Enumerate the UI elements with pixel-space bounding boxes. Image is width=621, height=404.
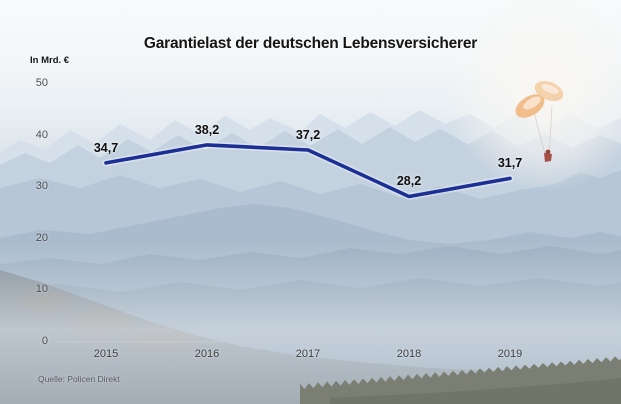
paraglider-lines	[533, 105, 553, 159]
paraglider-wing-highlight-2	[541, 84, 559, 94]
y-axis-tick-label: 50	[35, 77, 48, 89]
data-point-label: 37,2	[295, 128, 321, 143]
forest-shadow-band	[330, 378, 621, 404]
y-axis-tick-label: 40	[35, 128, 48, 141]
source-caption: Quelle: Policen Direkt	[38, 374, 120, 384]
data-point-label: 38,2	[194, 122, 220, 137]
y-axis-tick-label: 20	[35, 231, 48, 244]
x-axis-tick-label: 2019	[497, 348, 523, 360]
paraglider-wing-highlight	[523, 96, 541, 110]
x-axis-tick-label: 2015	[93, 348, 119, 360]
x-axis-tick-label: 2016	[194, 348, 220, 360]
y-axis-tick-label: 10	[35, 283, 48, 296]
paraglider-pilot	[544, 149, 552, 162]
chart-title: Garantielast der deutschen Lebensversich…	[143, 35, 478, 52]
chart-line	[104, 143, 512, 199]
data-point-label: 28,2	[396, 174, 422, 189]
x-axis-tick-label: 2017	[295, 348, 321, 360]
paraglider-illustration	[515, 80, 564, 162]
y-axis-unit-label: In Mrd. €	[30, 55, 70, 66]
data-point-label: 31,7	[497, 156, 523, 171]
y-axis-tick-label: 30	[35, 180, 48, 193]
x-axis-tick-label: 2018	[396, 348, 422, 360]
y-axis-tick-label: 0	[41, 335, 48, 347]
data-point-label: 34,7	[93, 140, 119, 155]
